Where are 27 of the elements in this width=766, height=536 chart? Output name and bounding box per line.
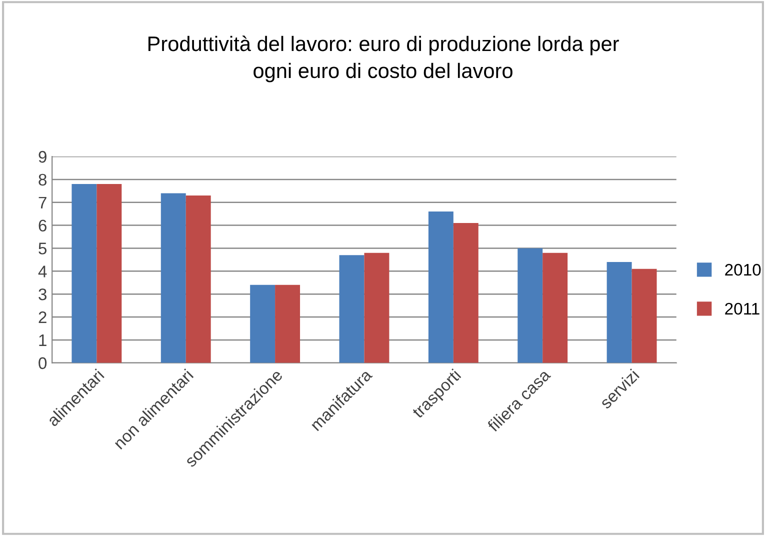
- y-tick-label: 2: [38, 311, 46, 324]
- bar: [72, 184, 97, 363]
- chart-title: Produttività del lavoro: euro di produzione lorda per ogni euro di costo del lavoro: [148, 36, 619, 82]
- bar: [364, 252, 390, 363]
- y-tick-label: 1: [39, 334, 46, 346]
- y-tick-label: 6: [38, 220, 46, 232]
- bar: [428, 212, 454, 363]
- legend-label: 2010: [725, 264, 761, 276]
- bar: [96, 184, 122, 363]
- y-tick-label: 5: [38, 242, 47, 254]
- y-tick-label: 8: [38, 174, 47, 186]
- legend-label: 2011: [725, 302, 760, 315]
- bar: [160, 193, 186, 363]
- bar: [275, 284, 300, 363]
- y-tick-label: 9: [38, 150, 46, 163]
- bar: [250, 284, 276, 363]
- bar: [453, 223, 478, 363]
- y-tick-label: 4: [38, 266, 47, 278]
- bar: [339, 255, 364, 363]
- bar: [632, 268, 657, 363]
- bar: [606, 262, 632, 363]
- y-tick-label: 7: [38, 196, 46, 208]
- y-tick-label: 0: [38, 357, 47, 370]
- bar: [518, 248, 543, 363]
- y-tick-label: 3: [38, 288, 46, 300]
- bar: [186, 195, 211, 363]
- bar: [542, 252, 568, 363]
